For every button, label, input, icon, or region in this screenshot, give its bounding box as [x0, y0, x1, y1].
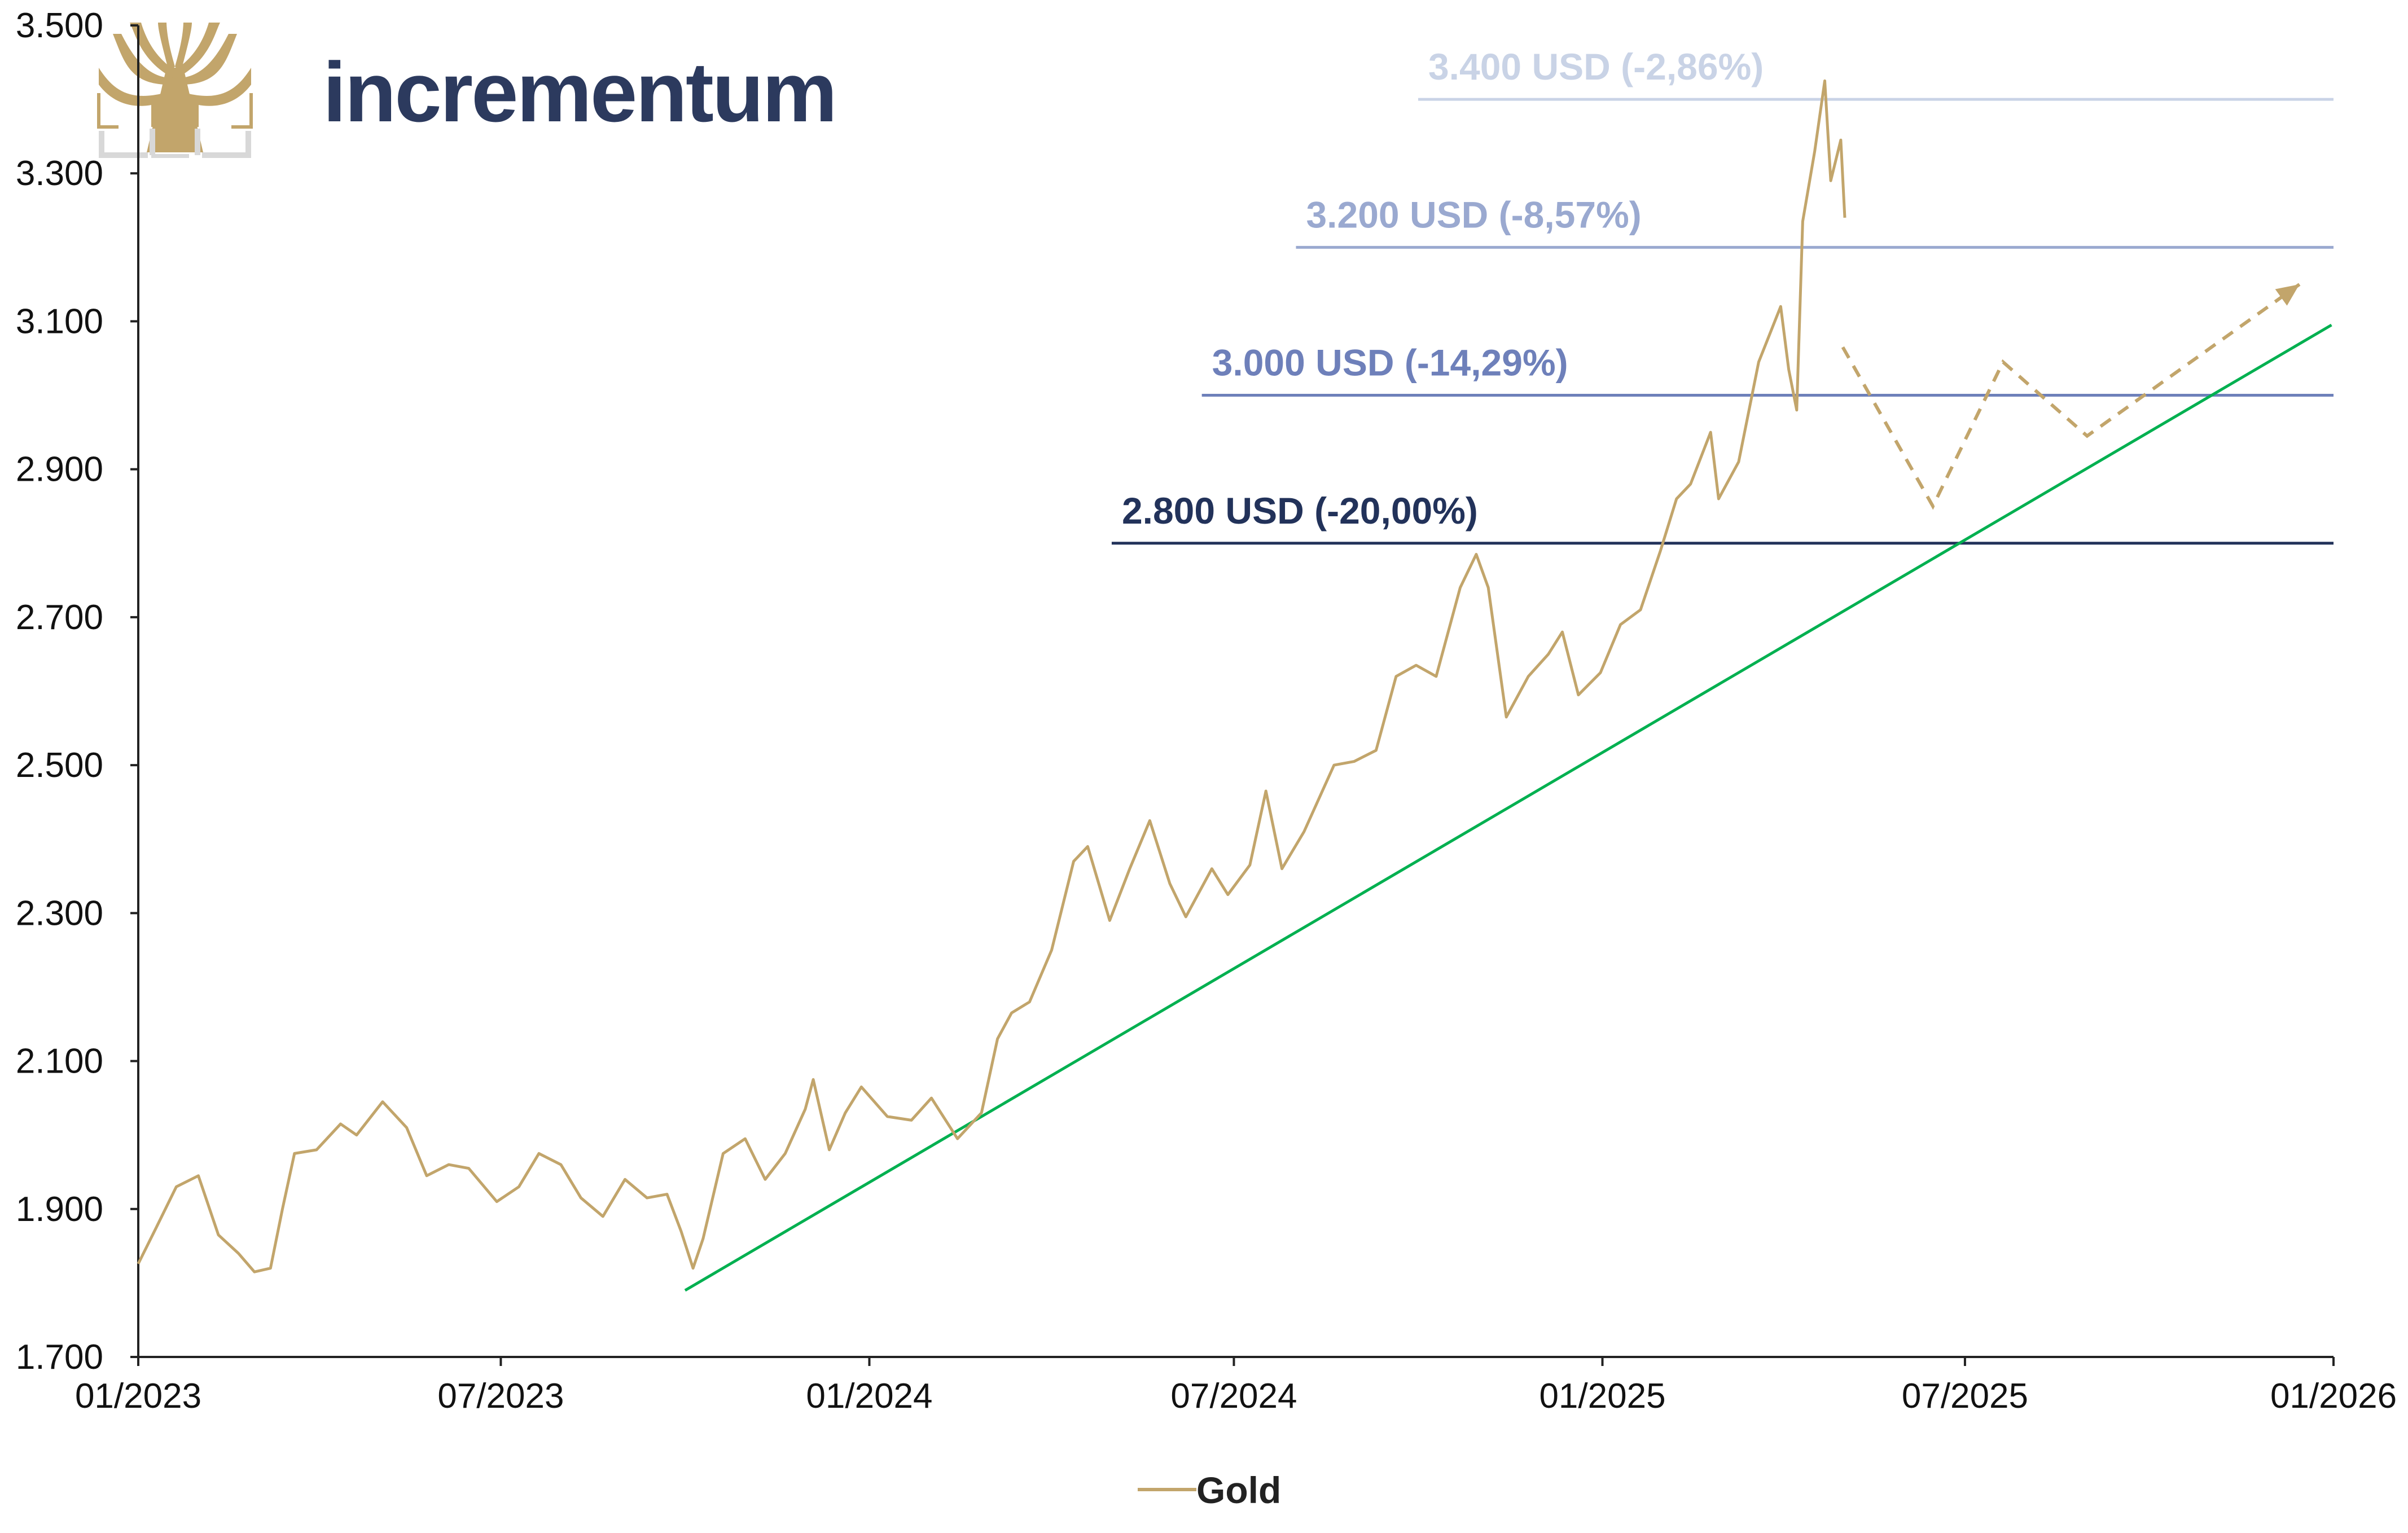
brand-name: incrementum — [323, 45, 836, 139]
axes: 1.700 1.900 2.100 2.300 2.500 2.700 2.900 3.100… — [16, 6, 2397, 1416]
x-tick-label: 07/2025 — [1902, 1377, 2028, 1416]
y-tick-label: 3.100 — [16, 302, 103, 341]
trendline — [684, 323, 2332, 1292]
projection-arrowhead — [2275, 284, 2300, 306]
projection-dashed-line — [1841, 283, 2301, 510]
x-tick-label: 07/2023 — [437, 1377, 564, 1416]
y-tick-label: 2.300 — [16, 894, 103, 933]
x-tick-label: 01/2025 — [1539, 1377, 1665, 1416]
series-line-gold — [137, 79, 1846, 1273]
tree-logo-icon — [97, 23, 253, 158]
y-tick-label: 3.500 — [16, 6, 103, 45]
y-tick-label: 2.100 — [16, 1042, 103, 1081]
plot-area — [137, 79, 2332, 1292]
x-tick-label: 01/2026 — [2270, 1377, 2397, 1416]
price-levels: 3.400 USD (-2,86%) 3.200 USD (-8,57%) 3.00… — [1111, 46, 2334, 545]
y-tick-label: 2.700 — [16, 598, 103, 637]
price-level-label: 2.800 USD (-20,00%) — [1122, 490, 1478, 532]
y-tick-label: 1.900 — [16, 1190, 103, 1229]
x-tick-label: 07/2024 — [1170, 1377, 1297, 1416]
y-tick-label: 2.500 — [16, 746, 103, 785]
price-level-label: 3.200 USD (-8,57%) — [1306, 194, 1641, 235]
brand-logo: incrementum — [97, 23, 837, 158]
legend: Gold — [1138, 1469, 1281, 1511]
x-tick-label: 01/2024 — [806, 1377, 932, 1416]
y-tick-label: 2.900 — [16, 450, 103, 489]
y-tick-label: 3.300 — [16, 154, 103, 193]
y-tick-label: 1.700 — [16, 1338, 103, 1377]
x-tick-label: 01/2023 — [75, 1377, 201, 1416]
price-level-label: 3.000 USD (-14,29%) — [1212, 342, 1568, 384]
legend-label-gold: Gold — [1196, 1469, 1281, 1511]
price-level-label: 3.400 USD (-2,86%) — [1428, 46, 1764, 87]
